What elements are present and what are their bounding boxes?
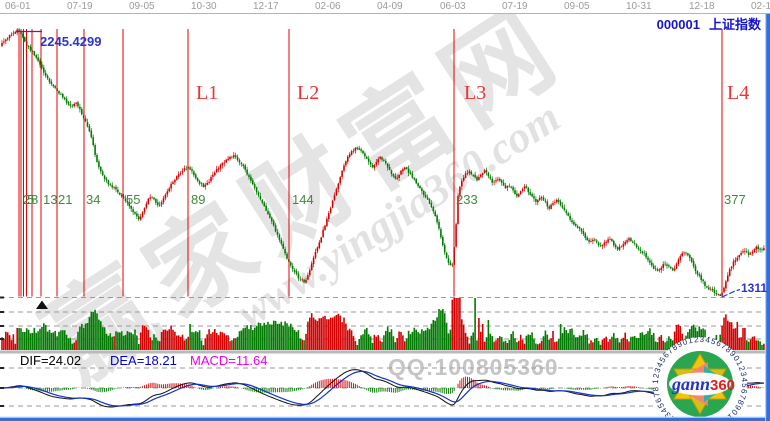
x-axis-tick: 02-06 (315, 1, 341, 12)
x-axis-tick: 12-18 (689, 1, 715, 12)
x-axis-tick: 06-03 (440, 1, 466, 12)
x-axis-tick: 06-01 (5, 1, 31, 12)
price-pane[interactable] (1, 28, 765, 298)
x-axis-tick: 07-19 (502, 1, 528, 12)
x-axis-tick: 09-05 (564, 1, 590, 12)
x-axis-tick: 04-09 (377, 1, 403, 12)
macd-value: MACD=11.64 (190, 353, 268, 368)
svg-text:gann: gann (671, 374, 710, 394)
gann360-logo: 1234567890123456789012345678901234567890… (651, 335, 748, 421)
volume-pane[interactable] (0, 297, 765, 351)
x-axis-tick: 02-14 (751, 1, 770, 12)
x-axis-tick: 10-31 (626, 1, 652, 12)
dea-value: DEA=18.21 (110, 353, 177, 368)
x-axis-tick: 09-05 (129, 1, 155, 12)
svg-text:360: 360 (710, 377, 735, 394)
x-axis-tick: 10-30 (191, 1, 217, 12)
x-axis-tick: 12-17 (253, 1, 279, 12)
x-axis-dates: 06-01 07-19 09-05 10-30 12-17 02-06 04-09 06-03… (0, 0, 770, 14)
macd-pane[interactable] (0, 367, 765, 408)
dif-value: DIF=24.02 (20, 353, 82, 368)
x-axis-tick: 07-19 (67, 1, 93, 12)
